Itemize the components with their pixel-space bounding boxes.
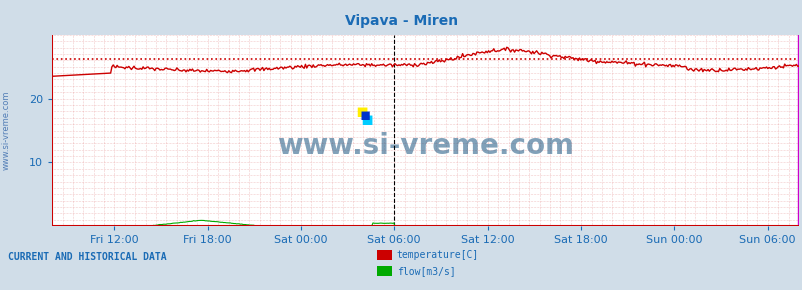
- Text: CURRENT AND HISTORICAL DATA: CURRENT AND HISTORICAL DATA: [8, 252, 167, 262]
- Text: ▪: ▪: [360, 110, 374, 128]
- Text: ▪: ▪: [355, 102, 368, 121]
- Text: temperature[C]: temperature[C]: [396, 250, 478, 260]
- Text: Vipava - Miren: Vipava - Miren: [345, 14, 457, 28]
- Text: www.si-vreme.com: www.si-vreme.com: [277, 132, 573, 160]
- Text: flow[m3/s]: flow[m3/s]: [396, 266, 455, 276]
- Text: www.si-vreme.com: www.si-vreme.com: [2, 91, 11, 170]
- Text: ▪: ▪: [359, 106, 371, 124]
